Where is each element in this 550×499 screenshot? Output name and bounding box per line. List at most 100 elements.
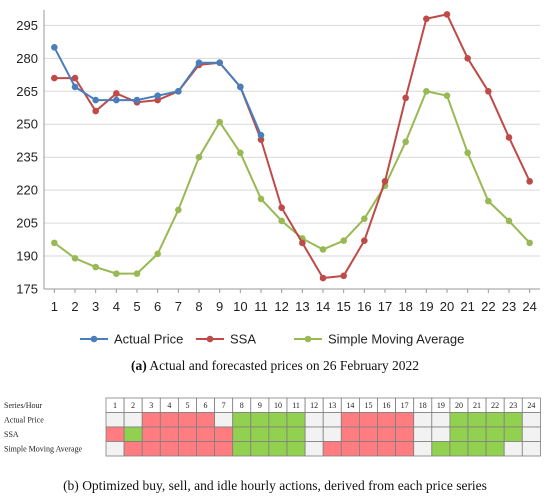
data-point: [340, 272, 347, 280]
action-cell: [123, 426, 143, 442]
action-cell: [449, 412, 469, 428]
hour-label: 19: [437, 401, 445, 410]
action-cell: [503, 426, 523, 442]
action-cell: [177, 441, 197, 457]
data-point: [216, 59, 223, 67]
data-point: [278, 217, 285, 225]
legend-label: SSA: [230, 332, 256, 347]
hour-label: 7: [222, 401, 226, 410]
hour-label: 16: [383, 401, 391, 410]
data-point: [257, 195, 265, 203]
x-tick-label: 8: [195, 299, 202, 314]
hour-label: 18: [419, 401, 427, 410]
action-cell: [105, 441, 125, 457]
hour-label: 22: [491, 401, 499, 410]
action-cell: [141, 426, 161, 442]
action-cell: [431, 441, 451, 457]
action-grid: Series/Hour 1 2 3 4 5 6 7 8 9 10 11 12 13 14 15 16 17 18 19…: [4, 397, 541, 457]
action-cell: [485, 441, 505, 457]
hour-label: 24: [527, 401, 535, 410]
data-point: [113, 270, 120, 277]
hour-label: 21: [473, 401, 481, 410]
action-cell: [358, 426, 378, 442]
action-cell: [286, 426, 306, 442]
data-point: [319, 274, 327, 282]
action-cell: [449, 426, 469, 442]
action-cell: [177, 426, 197, 442]
action-cell: [377, 441, 397, 457]
action-cell: [413, 412, 433, 428]
data-point: [319, 246, 327, 253]
x-tick-label: 16: [357, 299, 371, 314]
action-cell: [467, 412, 487, 428]
data-point: [71, 74, 79, 82]
hour-label: 4: [167, 401, 171, 410]
y-tick-label: 295: [16, 18, 38, 33]
x-tick-label: 12: [274, 299, 288, 314]
action-cell: [304, 441, 324, 457]
x-tick-label: 19: [419, 299, 433, 314]
action-cell: [413, 441, 433, 457]
data-point: [175, 87, 182, 95]
action-cell: [358, 441, 378, 457]
legend-marker: [90, 335, 98, 343]
caption-a-label: (a): [131, 358, 147, 373]
data-point: [257, 131, 265, 139]
data-point: [175, 206, 182, 214]
data-point: [92, 96, 99, 104]
caption-a: (a) Actual and forecasted prices on 26 F…: [0, 358, 550, 374]
action-cell: [232, 441, 252, 457]
action-cell: [123, 441, 143, 457]
x-tick-label: 5: [133, 299, 140, 314]
hour-label: 8: [240, 401, 244, 410]
hour-label: 5: [185, 401, 189, 410]
action-cell: [322, 412, 342, 428]
action-cell: [503, 412, 523, 428]
x-tick-label: 11: [254, 299, 268, 314]
action-cell: [485, 412, 505, 428]
action-cell: [358, 412, 378, 428]
data-point: [278, 204, 285, 212]
caption-b-label: (b): [63, 478, 79, 493]
x-tick-label: 7: [175, 299, 182, 314]
data-point: [195, 153, 203, 161]
legend-marker: [304, 335, 312, 343]
action-cell: [268, 441, 288, 457]
hour-label: 6: [204, 401, 208, 410]
data-point: [113, 96, 120, 104]
x-tick-label: 3: [92, 299, 99, 314]
action-cell: [485, 426, 505, 442]
action-cell: [250, 412, 270, 428]
caption-b-text: Optimized buy, sell, and idle hourly act…: [82, 478, 487, 493]
hour-label: 1: [113, 401, 117, 410]
action-cell: [105, 426, 125, 442]
data-point: [485, 197, 492, 205]
action-cell: [250, 441, 270, 457]
action-cell: [395, 412, 415, 428]
x-tick-label: 4: [113, 299, 120, 314]
action-cell: [304, 412, 324, 428]
data-point: [423, 87, 430, 95]
action-cell: [159, 441, 179, 457]
x-tick-label: 22: [481, 299, 495, 314]
action-cell: [431, 412, 451, 428]
legend-label: Actual Price: [114, 332, 183, 347]
action-cell: [395, 426, 415, 442]
data-point: [216, 118, 223, 126]
action-cell: [431, 426, 451, 442]
hour-label: 13: [328, 401, 336, 410]
x-tick-label: 6: [154, 299, 161, 314]
action-cell: [268, 412, 288, 428]
action-cell: [141, 441, 161, 457]
x-tick-label: 15: [336, 299, 350, 314]
legend-marker: [206, 335, 214, 343]
data-point: [237, 83, 244, 91]
action-cell: [521, 441, 541, 457]
hour-label: 12: [310, 401, 318, 410]
action-cell: [286, 412, 306, 428]
y-tick-label: 250: [16, 117, 38, 132]
data-point: [299, 239, 306, 247]
caption-b: (b) Optimized buy, sell, and idle hourly…: [0, 478, 550, 494]
